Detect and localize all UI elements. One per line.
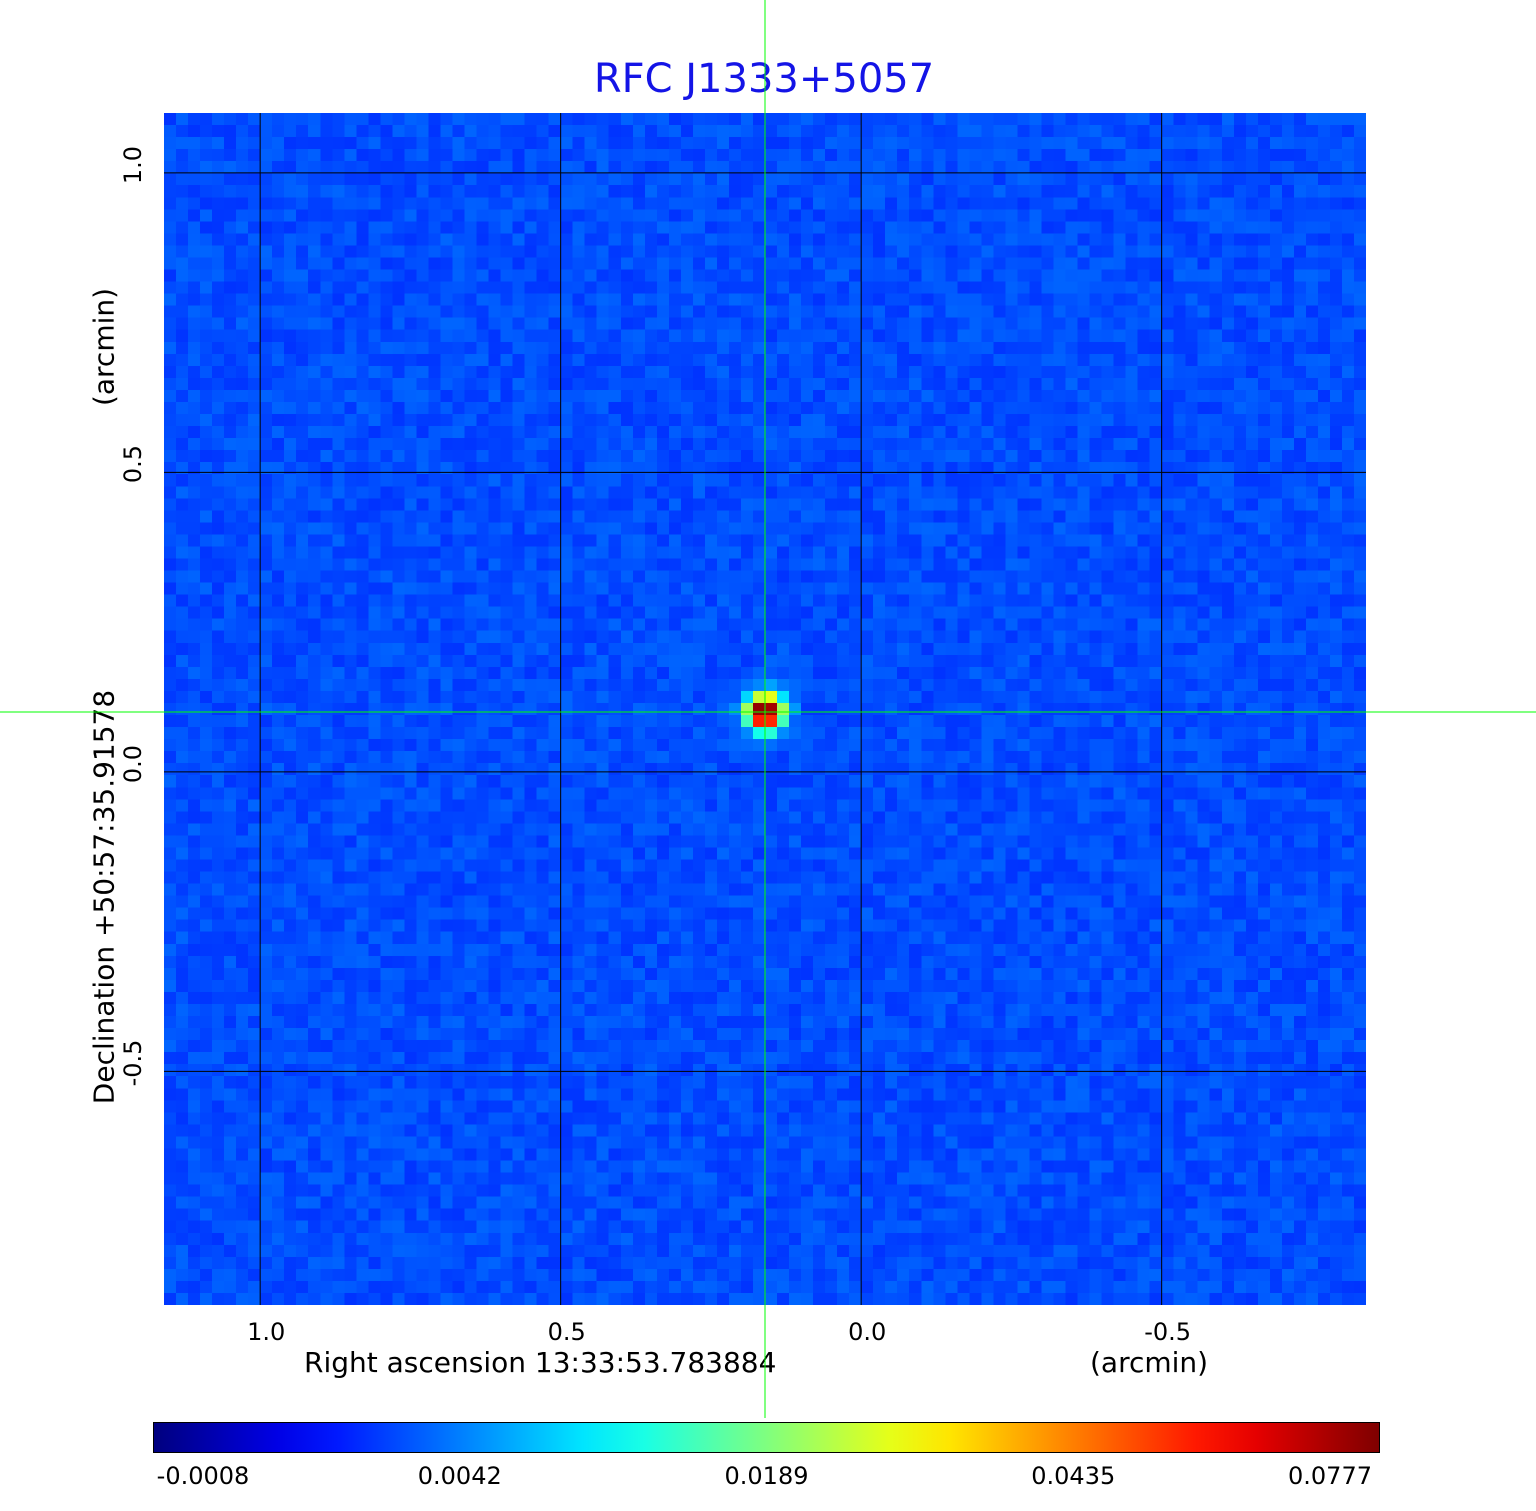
colorbar-tick-label: 0.0435 bbox=[1031, 1462, 1116, 1490]
x-tick-label: 1.0 bbox=[247, 1318, 286, 1346]
y-axis-label: Declination +50:57:35.91578 bbox=[87, 689, 121, 1105]
x-tick-label: 0.0 bbox=[848, 1318, 887, 1346]
y-tick-label: 1.0 bbox=[119, 145, 147, 184]
x-tick-label: -0.5 bbox=[1144, 1318, 1192, 1346]
y-tick-label: -0.5 bbox=[119, 1039, 147, 1087]
colorbar-tick-label: 0.0042 bbox=[417, 1462, 502, 1490]
x-axis-unit: (arcmin) bbox=[1090, 1346, 1209, 1379]
grid-overlay bbox=[164, 113, 1366, 1305]
y-tick-label: 0.0 bbox=[119, 744, 147, 783]
colorbar-tick-label: -0.0008 bbox=[156, 1462, 250, 1490]
colorbar bbox=[153, 1422, 1380, 1453]
plot-area[interactable] bbox=[164, 113, 1366, 1305]
x-axis-label: Right ascension 13:33:53.783884 bbox=[304, 1346, 777, 1379]
colorbar-tick-label: 0.0189 bbox=[724, 1462, 809, 1490]
colorbar-tick-label: 0.0777 bbox=[1288, 1462, 1372, 1490]
y-tick-label: 0.5 bbox=[119, 445, 147, 484]
y-axis-unit: (arcmin) bbox=[87, 287, 121, 407]
x-tick-label: 0.5 bbox=[547, 1318, 586, 1346]
chart-title: RFC J1333+5057 bbox=[593, 56, 935, 102]
